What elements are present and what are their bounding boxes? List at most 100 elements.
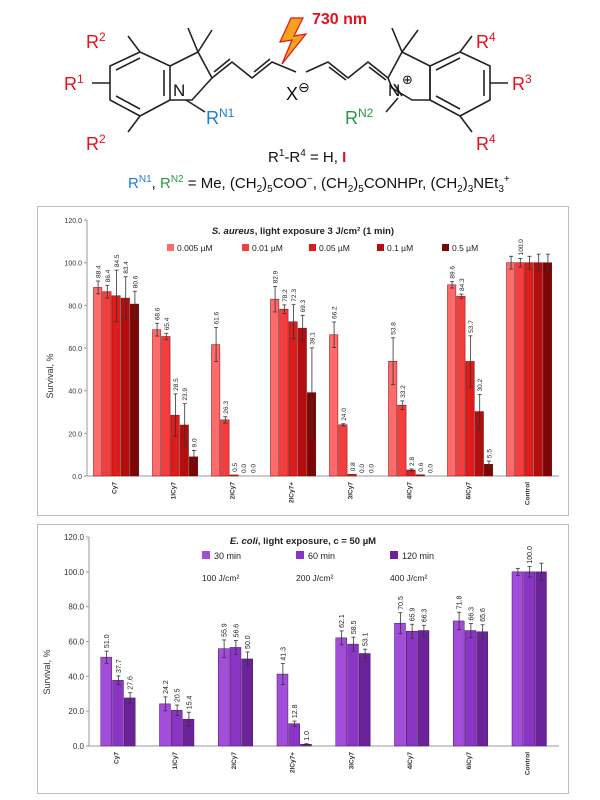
y-tick-label: 120.0 xyxy=(64,218,82,225)
bar xyxy=(211,344,221,477)
data-label: 100.0 xyxy=(518,239,525,256)
data-label: 65.6 xyxy=(480,608,487,622)
bar xyxy=(297,327,307,477)
data-label: 66.2 xyxy=(332,306,339,319)
bar xyxy=(218,648,230,747)
category-label: Cy7 xyxy=(112,482,119,494)
bar xyxy=(120,297,130,477)
svg-text:RN2: RN2 xyxy=(345,106,374,128)
category-label: 3ICy7 xyxy=(348,752,355,770)
bar xyxy=(102,291,112,477)
bar xyxy=(511,571,524,747)
data-label: 9.0 xyxy=(191,438,198,447)
r4-bottom-sup: 4 xyxy=(489,132,496,146)
r2-bottom-label: R xyxy=(86,134,99,154)
legend-label: 0.5 µM xyxy=(452,243,478,253)
bar xyxy=(347,474,357,477)
category-label: 1ICy7 xyxy=(172,752,179,770)
svg-text:R1: R1 xyxy=(64,72,84,94)
data-label: 23.9 xyxy=(182,388,189,401)
bar xyxy=(476,631,488,747)
legend-swatch xyxy=(242,244,249,251)
r4-top-label: R xyxy=(476,32,489,52)
y-tick-label: 80.0 xyxy=(68,603,84,612)
data-label: 83.4 xyxy=(123,261,130,274)
data-label: 26.3 xyxy=(223,401,230,414)
data-label: 30.2 xyxy=(477,378,484,391)
caption-rn1-sup: N1 xyxy=(139,174,152,185)
y-tick-label: 20.0 xyxy=(68,707,84,716)
data-label: 41.3 xyxy=(280,647,287,661)
data-label: 65.4 xyxy=(164,317,171,330)
y-tick-label: 40.0 xyxy=(68,389,82,396)
caption-rn-sub-h: 3 xyxy=(498,184,504,195)
data-label: 0.0 xyxy=(250,464,257,473)
legend-swatch xyxy=(309,244,316,251)
lightning-bolt-icon xyxy=(278,17,308,65)
bar xyxy=(229,647,242,747)
bar xyxy=(279,308,289,477)
r2-top-label: R xyxy=(86,32,99,52)
legend-swatch xyxy=(167,244,174,251)
bar xyxy=(93,287,103,477)
data-label: 20.5 xyxy=(175,688,182,702)
e-coli-chart: E. coli, light exposure, c = 50 µM 30 mi… xyxy=(37,524,569,794)
data-label: 62.1 xyxy=(339,614,346,628)
n-right-charge: ⊕ xyxy=(402,72,413,87)
bar xyxy=(288,723,300,747)
legend-label: 0.05 µM xyxy=(319,243,350,253)
data-label: 0.5 xyxy=(232,463,239,472)
data-label: 24.2 xyxy=(163,680,170,694)
svg-text:RN1: RN1 xyxy=(206,106,235,128)
counterion-label: X xyxy=(286,84,298,104)
bar xyxy=(533,262,543,477)
data-label: 33.2 xyxy=(400,385,407,398)
data-label: 65.9 xyxy=(410,608,417,622)
chart1-title-italic: S. aureus xyxy=(212,226,255,237)
legend-dose-label: 200 J/cm² xyxy=(296,573,333,583)
bar xyxy=(170,414,180,477)
data-label: 39.1 xyxy=(309,332,316,345)
data-label: 82.9 xyxy=(273,270,280,283)
caption-rn-comma: , xyxy=(152,175,160,192)
data-label: 86.4 xyxy=(105,269,112,282)
data-label: 5.5 xyxy=(486,449,493,458)
y-tick-label: 60.0 xyxy=(68,638,84,647)
bar xyxy=(112,680,124,747)
legend-dose-label: 100 J/cm² xyxy=(202,573,239,583)
caption-rn-sup-h: + xyxy=(504,174,510,185)
bar xyxy=(474,411,484,477)
bar xyxy=(111,295,121,477)
r3-label: R xyxy=(512,74,525,94)
data-label: 27.6 xyxy=(128,676,135,690)
data-label: 12.8 xyxy=(292,704,299,718)
bar xyxy=(189,456,198,477)
category-label: Control xyxy=(525,752,532,775)
bar xyxy=(535,571,547,747)
bar xyxy=(397,404,407,477)
chart2-title-rest: , light exposure, c = 50 µM xyxy=(258,536,376,547)
y-tick-label: 0.0 xyxy=(73,742,85,751)
data-label: 1.0 xyxy=(304,731,311,741)
bar xyxy=(124,697,136,747)
data-label: 55.9 xyxy=(222,623,229,637)
left-benzene-ring xyxy=(109,51,171,117)
legend-dose-label: 400 J/cm² xyxy=(390,573,427,583)
caption-r-prefix: R xyxy=(268,149,279,166)
caption-r-iodine: I xyxy=(342,149,346,166)
data-label: 66.3 xyxy=(468,607,475,621)
legend-label: 0.01 µM xyxy=(252,243,283,253)
svg-text:E. coli, light exposure, c = 5: E. coli, light exposure, c = 50 µM xyxy=(230,536,376,547)
category-label: 2ICy7+ xyxy=(289,482,296,503)
bar xyxy=(100,656,112,747)
data-label: 0.0 xyxy=(241,464,248,473)
svg-text:R4: R4 xyxy=(476,132,496,154)
bar xyxy=(406,630,418,747)
r2-top-sup: 2 xyxy=(99,30,106,44)
s-aureus-chart: S. aureus, light exposure 3 J/cm² (1 min… xyxy=(37,206,569,516)
y-tick-label: 100.0 xyxy=(64,568,85,577)
caption-r-sup4: 4 xyxy=(300,148,306,159)
data-label: 2.8 xyxy=(409,457,416,466)
bar xyxy=(515,262,525,477)
svg-text:R1-R4 = H, I: R1-R4 = H, I xyxy=(268,148,346,166)
